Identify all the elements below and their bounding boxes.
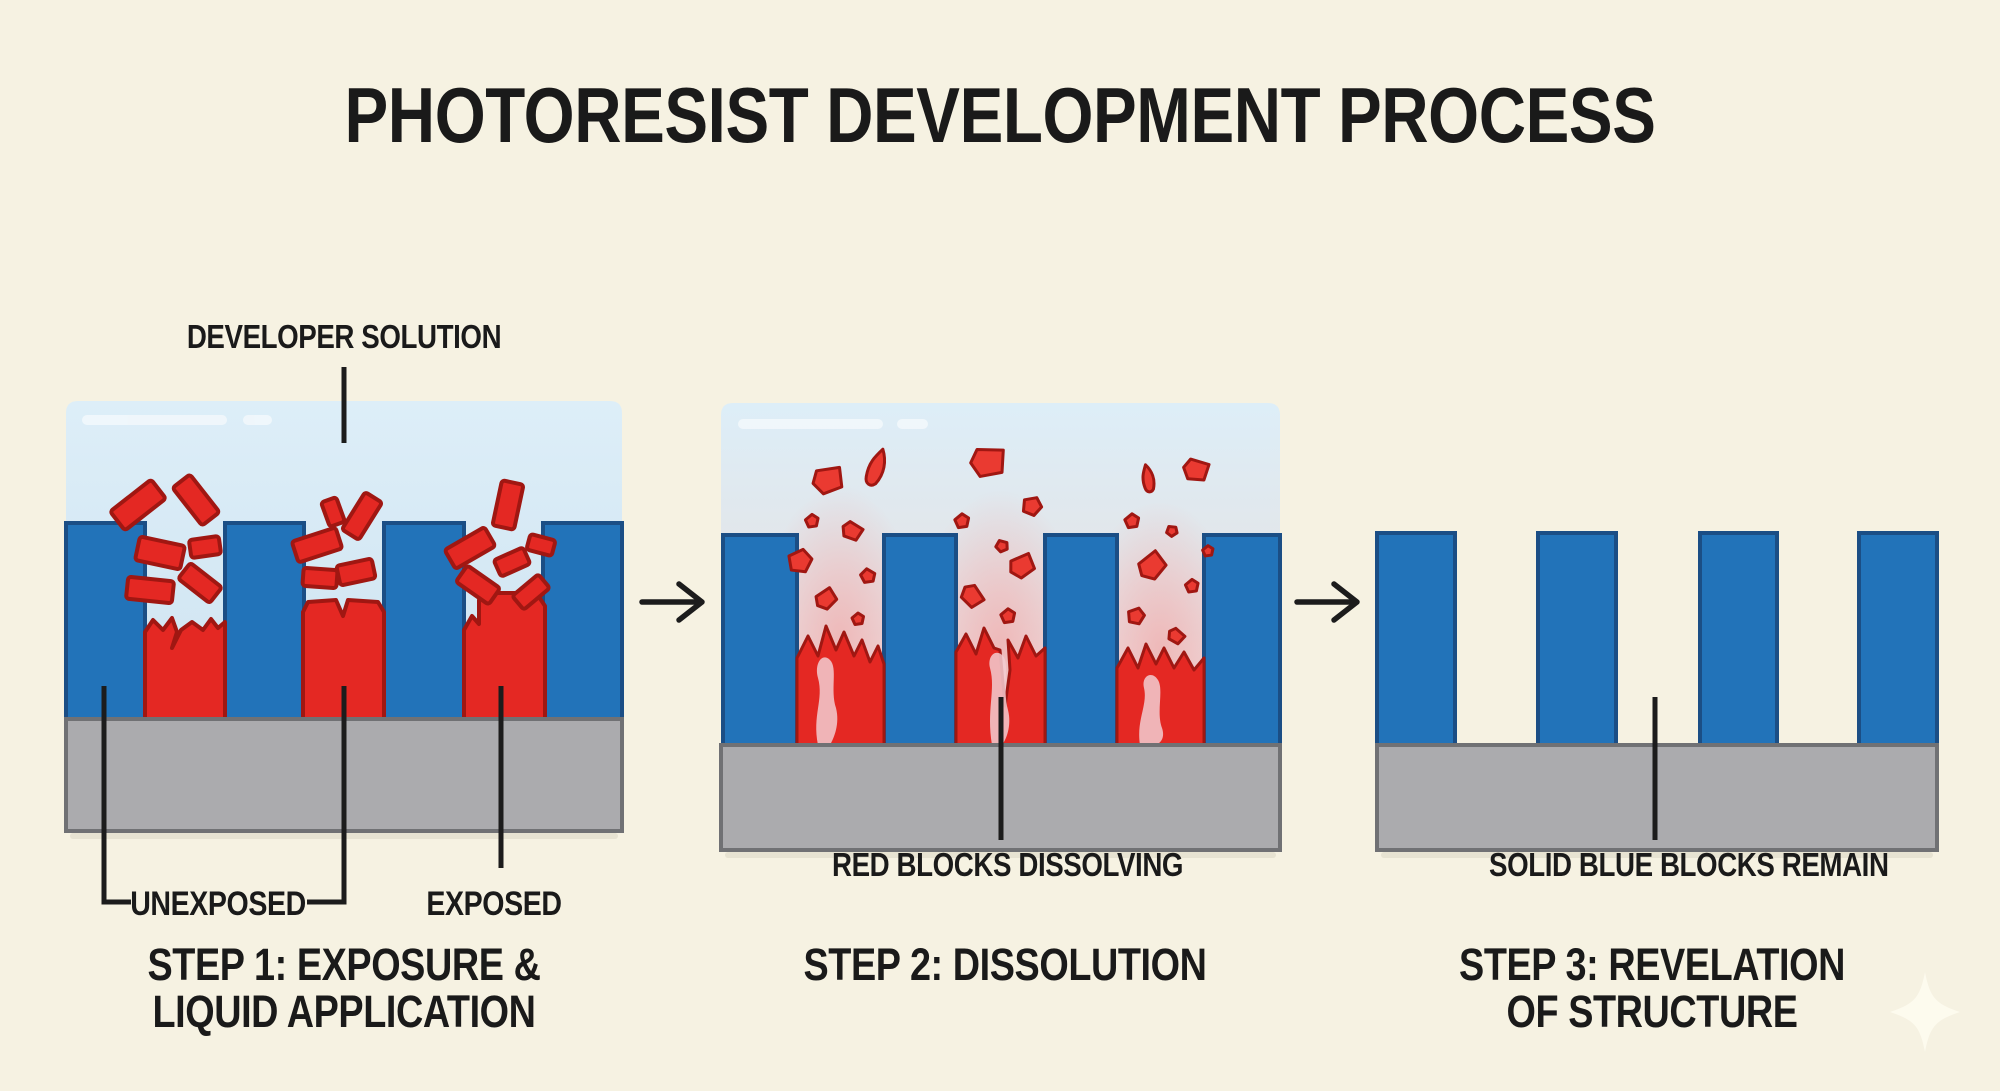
step-1-title-line-2: LIQUID APPLICATION	[152, 986, 536, 1037]
solid-blue-blocks-remain-label: SOLID BLUE BLOCKS REMAIN	[1489, 846, 1889, 883]
step-3-title-line-1: STEP 3: REVELATION	[1459, 939, 1845, 990]
step-3-title-line-2: OF STRUCTURE	[1506, 986, 1798, 1037]
page-title: PHOTORESIST DEVELOPMENT PROCESS	[344, 71, 1656, 159]
exposed-label: EXPOSED	[426, 885, 562, 923]
sparkle-icon	[1890, 972, 1960, 1052]
blue-block	[1698, 531, 1779, 747]
red-blocks-dissolving-label: RED BLOCKS DISSOLVING	[832, 846, 1184, 883]
blue-blocks	[721, 533, 1282, 747]
blue-block	[721, 533, 799, 747]
arrow-right-icon	[639, 581, 705, 623]
liquid-highlight	[738, 419, 928, 429]
blue-block	[1202, 533, 1282, 747]
red-blocks-eroded	[143, 591, 547, 721]
panel-1-graphic	[64, 367, 624, 905]
substrate-shadow	[1381, 852, 1933, 858]
developer-solution-label: DEVELOPER SOLUTION	[186, 318, 502, 355]
blue-block	[1375, 531, 1457, 747]
unexposed-callout-line-right	[307, 686, 347, 905]
red-remnant	[1115, 642, 1206, 747]
liquid-highlight	[82, 415, 272, 425]
unexposed-callout-line-left	[101, 686, 131, 905]
step-2-title: STEP 2: DISSOLUTION	[803, 939, 1207, 990]
blue-block	[541, 521, 624, 721]
step-1-title-line-1: STEP 1: EXPOSURE &	[147, 939, 541, 990]
unexposed-label: UNEXPOSED	[130, 885, 306, 923]
blue-block	[1857, 531, 1939, 747]
arrow-right-icon	[1294, 581, 1360, 623]
substrate-shadow	[725, 852, 1276, 858]
panel-2-graphic	[719, 403, 1282, 858]
red-block	[143, 616, 227, 721]
blue-block	[1043, 533, 1119, 747]
panel-1-callout-lines	[101, 367, 504, 905]
red-block	[301, 598, 386, 721]
blue-block	[223, 521, 306, 721]
blue-block	[882, 533, 958, 747]
blue-block	[1536, 531, 1618, 747]
red-debris	[109, 473, 557, 611]
panel-3-graphic	[1375, 531, 1939, 858]
